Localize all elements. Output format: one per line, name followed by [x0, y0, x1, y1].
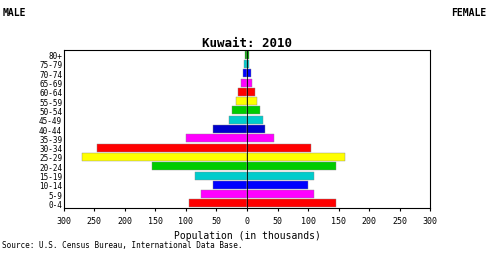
Bar — [238, 89, 246, 97]
Bar — [195, 172, 246, 180]
Bar — [246, 172, 313, 180]
Title: Kuwait: 2010: Kuwait: 2010 — [202, 37, 291, 50]
Bar — [246, 98, 257, 106]
Bar — [246, 125, 264, 133]
Bar — [246, 200, 335, 208]
Bar — [246, 190, 313, 198]
Bar — [81, 153, 246, 161]
Bar — [244, 52, 246, 59]
X-axis label: Population (in thousands): Population (in thousands) — [173, 230, 320, 240]
Bar — [235, 98, 246, 106]
Text: Source: U.S. Census Bureau, International Data Base.: Source: U.S. Census Bureau, Internationa… — [2, 240, 243, 249]
Bar — [246, 153, 344, 161]
Bar — [240, 79, 246, 87]
Text: FEMALE: FEMALE — [450, 8, 486, 18]
Bar — [246, 135, 274, 143]
Bar — [185, 135, 246, 143]
Bar — [213, 125, 246, 133]
Bar — [246, 181, 307, 189]
Bar — [246, 79, 252, 87]
Bar — [246, 52, 248, 59]
Bar — [246, 116, 263, 124]
Bar — [97, 144, 246, 152]
Bar — [213, 181, 246, 189]
Bar — [246, 89, 254, 97]
Bar — [246, 163, 335, 170]
Bar — [242, 70, 246, 78]
Bar — [246, 107, 260, 115]
Bar — [244, 61, 246, 69]
Bar — [228, 116, 246, 124]
Bar — [152, 163, 246, 170]
Bar — [188, 200, 246, 208]
Text: MALE: MALE — [2, 8, 26, 18]
Bar — [246, 61, 249, 69]
Bar — [246, 144, 310, 152]
Bar — [231, 107, 246, 115]
Bar — [201, 190, 246, 198]
Bar — [246, 70, 251, 78]
